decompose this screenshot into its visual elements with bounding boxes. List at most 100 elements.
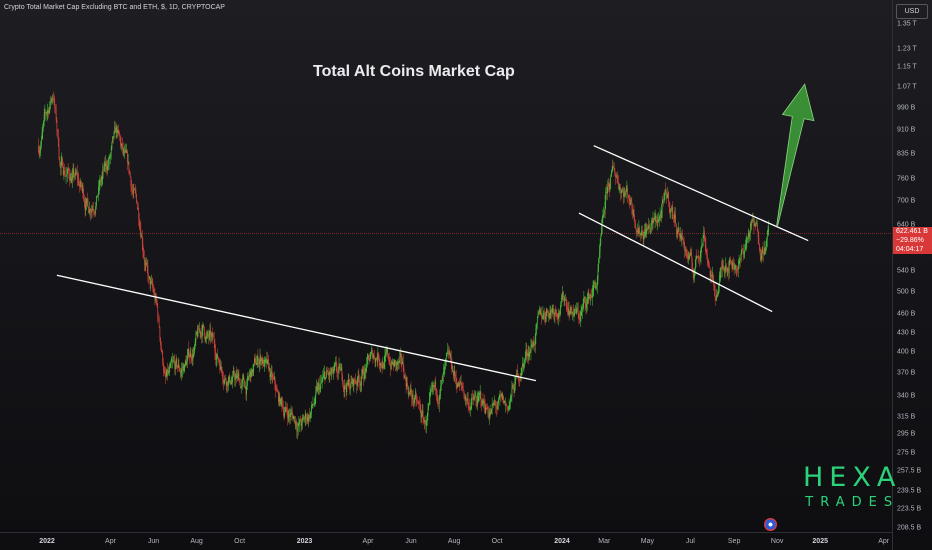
candle-down [93,210,95,213]
candle-up [530,345,532,353]
candle-up [209,330,211,335]
candle-down [556,310,557,314]
candle-down [362,369,364,374]
candle-up [65,176,67,177]
candle-down [437,399,439,403]
candle-up [535,327,537,337]
candle-up [738,266,739,270]
trendline-1[interactable] [56,274,537,382]
bullish-arrow-icon[interactable] [776,83,815,226]
time-tick-label: Aug [190,538,203,545]
candle-down [726,265,727,271]
candle-down [152,284,154,288]
last-price-value: 622.461 B [896,228,928,235]
candle-down [496,408,498,410]
candle-down [740,259,741,261]
candle-up [323,374,324,378]
candle-up [409,392,410,394]
candle-down [438,402,439,405]
candle-down [416,399,418,401]
candle-up [326,371,327,378]
candle-up [409,389,411,393]
candle-down [711,274,712,277]
candle-down [608,182,609,187]
candle-up [674,214,676,220]
candle-down [368,355,370,360]
logo-main-text: HEXA [803,462,902,493]
candle-down [635,221,636,229]
candle-down [134,189,136,191]
candle-up [172,360,173,362]
candle-up [441,380,442,386]
candle-down [532,344,533,348]
candle-up [85,203,87,210]
candle-down [188,349,190,356]
candle-down [730,260,731,261]
candle-down [215,352,216,360]
candle-down [178,364,180,369]
candle-down [668,191,669,202]
candle-up [499,395,501,398]
candle-up [268,368,270,369]
currency-selector[interactable]: USD [896,4,928,19]
candle-up [98,186,99,195]
candle-up [747,233,749,239]
candle-up [384,356,386,362]
candle-up [767,229,769,232]
time-tick-label: 2022 [39,538,55,545]
candle-down [575,308,577,314]
candle-down [229,375,231,381]
candle-down [221,367,223,373]
candle-up [256,356,258,363]
candle-down [753,221,755,226]
price-tick-label: 990 B [897,104,916,112]
candle-up [297,424,299,430]
candle-up [110,148,112,155]
candle-up [443,371,444,375]
candle-up [690,252,691,256]
candle-up [52,98,53,100]
candle-down [527,352,528,357]
candle-up [196,331,197,335]
candle-down [425,423,427,427]
candle-up [115,127,117,133]
candle-down [715,296,717,301]
event-flag-icon[interactable] [764,518,777,531]
candle-up [184,361,186,365]
candle-up [367,355,369,357]
candle-down [369,359,370,361]
candle-down [279,396,281,405]
candle-up [259,356,261,363]
candle-down [162,351,164,363]
candle-down [64,170,65,175]
candle-down [645,228,647,235]
candle-up [582,303,584,308]
candle-up [452,371,454,372]
candle-up [765,246,767,252]
candle-down [616,176,618,178]
candle-down [705,245,707,250]
candle-up [311,404,313,406]
candle-up [661,210,662,218]
candle-up [427,409,429,416]
candle-up [266,360,268,364]
candle-up [121,143,123,146]
candle-down [48,109,49,114]
candle-down [119,133,121,137]
symbol-header[interactable]: Crypto Total Market Cap Excluding BTC an… [4,4,225,11]
candle-up [576,309,578,314]
candle-up [72,169,74,175]
trendline-3[interactable] [593,145,809,242]
candle-down [415,394,417,400]
candle-up [63,170,65,175]
candle-down [518,378,520,380]
time-tick-label: Aug [447,538,461,545]
candle-up [654,219,655,221]
candle-down [358,375,360,381]
trendline-2[interactable] [578,212,773,313]
candle-up [172,360,174,362]
time-tick-label: May [640,538,654,545]
candle-down [642,235,644,240]
candle-down [690,252,692,257]
candle-up [534,336,536,346]
